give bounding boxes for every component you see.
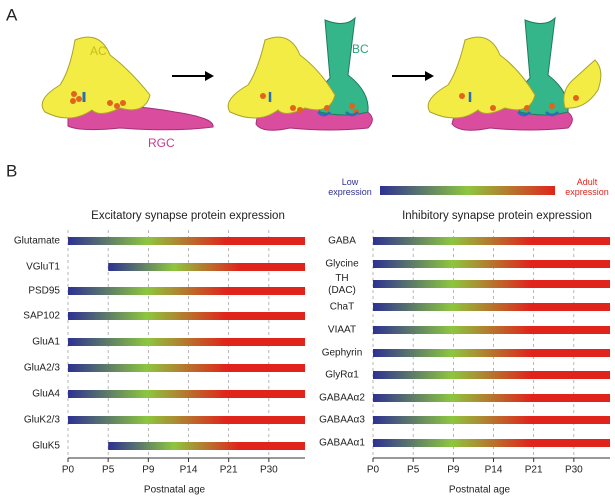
expression-bar — [68, 390, 305, 398]
row-label: GABA — [328, 236, 356, 247]
row-label: ChaT — [330, 302, 354, 313]
expression-bar — [373, 349, 610, 357]
panel-label: A — [6, 5, 18, 24]
x-tick-label: P5 — [407, 465, 420, 476]
panel-label: B — [6, 161, 17, 180]
x-axis-label: Postnatal age — [144, 485, 206, 496]
expression-bar — [68, 237, 305, 245]
x-tick-label: P9 — [142, 465, 155, 476]
row-label: GluA1 — [32, 337, 60, 348]
x-tick-label: P30 — [260, 465, 278, 476]
x-tick-label: P21 — [220, 465, 238, 476]
stage-2 — [227, 16, 373, 131]
row-label: VIAAT — [328, 325, 356, 336]
row-label: GluA2/3 — [24, 363, 61, 374]
expression-bar — [373, 394, 610, 402]
x-tick-label: P9 — [447, 465, 460, 476]
stage-3 — [427, 16, 602, 131]
row-label: Glutamate — [14, 236, 61, 247]
arrow-head — [425, 71, 434, 81]
stage-1 — [41, 36, 214, 131]
expression-bar — [373, 326, 610, 334]
expression-bar — [373, 416, 610, 424]
cell-label: AC — [90, 44, 107, 58]
row-label: TH (DAC) — [328, 273, 356, 296]
row-label: GABAAα1 — [319, 438, 365, 449]
expression-bar — [68, 364, 305, 372]
expression-bar — [108, 263, 305, 271]
cell-label: BC — [352, 42, 369, 56]
x-axis-label: Postnatal age — [449, 485, 511, 496]
legend-low: Low expression — [328, 177, 372, 197]
expression-bar — [68, 287, 305, 295]
expression-bar — [68, 338, 305, 346]
row-label: Glycine — [325, 259, 359, 270]
x-tick-label: P0 — [367, 465, 380, 476]
row-label: GluK2/3 — [24, 415, 61, 426]
expression-bar — [373, 303, 610, 311]
row-label: GluA4 — [32, 389, 60, 400]
row-label: PSD95 — [28, 286, 60, 297]
expression-bar — [68, 416, 305, 424]
expression-bar — [373, 439, 610, 447]
row-label: GlyRα1 — [325, 370, 359, 381]
expression-bar — [108, 442, 305, 450]
row-label: VGluT1 — [26, 262, 60, 273]
chart-title: Excitatory synapse protein expression — [91, 210, 285, 222]
x-tick-label: P0 — [62, 465, 75, 476]
x-tick-label: P14 — [180, 465, 198, 476]
x-tick-label: P21 — [525, 465, 543, 476]
cell-label: RGC — [148, 136, 175, 150]
expression-bar — [68, 312, 305, 320]
row-label: GluK5 — [32, 441, 60, 452]
row-label: SAP102 — [23, 311, 60, 322]
legend-high: Adult expression — [565, 177, 609, 197]
chart-title: Inhibitory synapse protein expression — [402, 210, 592, 222]
expression-bar — [373, 260, 610, 268]
expression-bar — [373, 237, 610, 245]
row-label: Gephyrin — [322, 348, 363, 359]
expression-bar — [373, 371, 610, 379]
x-tick-label: P30 — [565, 465, 583, 476]
row-label: GABAAα2 — [319, 393, 365, 404]
x-tick-label: P14 — [485, 465, 503, 476]
arrow-head — [205, 71, 214, 81]
expression-bar — [373, 280, 610, 288]
legend-gradient — [380, 186, 555, 195]
row-label: GABAAα3 — [319, 415, 365, 426]
x-tick-label: P5 — [102, 465, 115, 476]
